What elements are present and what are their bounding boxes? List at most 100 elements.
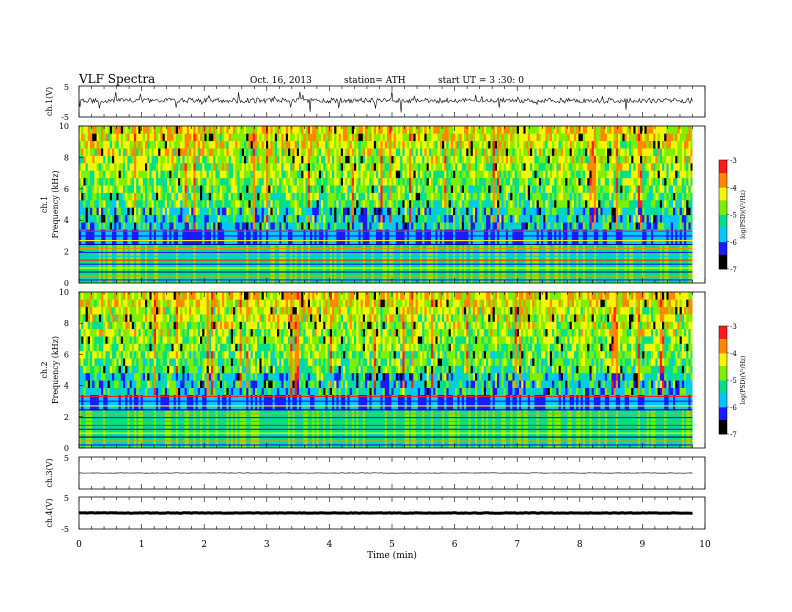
ch1-spec-cell — [224, 163, 227, 171]
ch1-spec-cell — [391, 163, 394, 171]
ch2-spec-cell — [90, 395, 93, 411]
ch1-spec-cell — [494, 177, 498, 186]
ch1-spec-cell — [560, 192, 564, 201]
ch1-spec-cell — [340, 126, 344, 134]
ch1-spec-cell — [569, 185, 573, 193]
ch1-spec-cell — [268, 148, 271, 156]
ch1-spec-cell — [345, 126, 348, 134]
ch1-spec-cell — [123, 155, 126, 164]
ch1-spec-cell — [92, 163, 95, 171]
ch1-spec-cell — [120, 214, 124, 223]
ch1-spec-cell — [428, 192, 432, 201]
ch1-spec-cell — [453, 177, 456, 186]
ch1-spec-cell — [325, 200, 328, 208]
ch1-spec-cell — [409, 140, 412, 149]
ch1-spec-cell — [107, 229, 111, 246]
ch1-spec-cell — [587, 185, 590, 193]
ch1-spec-cell — [428, 133, 432, 142]
ch1-spec-cell — [466, 200, 469, 208]
ch1-spec-cell — [307, 185, 311, 193]
ch1-spec-cell — [257, 133, 260, 142]
ch1-spec-cell — [204, 155, 207, 164]
ch1-spec-cell — [140, 229, 144, 246]
ch1-spec-cell — [369, 170, 372, 179]
ch1-spec-cell — [534, 192, 537, 201]
ch1-spec-cell — [538, 185, 542, 193]
ch1-spec-cell — [534, 185, 537, 193]
ch1-spec-cell — [354, 133, 357, 142]
ch1-spec-cell — [686, 214, 689, 223]
ch1-spec-cell — [446, 148, 449, 156]
ch1-spec-cell — [444, 200, 447, 208]
ch1-spec-cell — [156, 140, 159, 149]
ch1-spec-cell — [156, 133, 159, 142]
ch1-spec-cell — [690, 163, 694, 171]
ch1-spec-cell — [437, 163, 441, 171]
ch1-spec-cell — [552, 140, 555, 149]
ch1-spec-cell — [140, 177, 144, 186]
ch1-spec-cell — [508, 200, 511, 208]
ch1-spec-cell — [461, 222, 465, 230]
ch1-spec-cell — [472, 177, 476, 186]
ch1-spec-colorbar-segment — [719, 259, 727, 263]
ch1-spec-cell — [257, 192, 260, 201]
ch2-spec-cell — [83, 306, 86, 315]
ch1-spec-cell — [475, 148, 478, 156]
ch1-spec-cell — [468, 163, 471, 171]
ch1-spec-colorbar-segment — [719, 167, 727, 170]
ch1-spec-cell — [233, 163, 236, 171]
ch1-spec-cell — [167, 155, 170, 164]
ch1-spec-cell — [457, 148, 460, 156]
ch1-spec-cell — [233, 229, 236, 246]
ch1-spec-cell — [615, 222, 619, 230]
ch1-spec-cell — [512, 192, 515, 201]
ch1-spec-cell — [481, 214, 485, 223]
ch1-spec-cell — [217, 177, 221, 186]
ch1-spec-cell — [516, 163, 520, 171]
ch1-spec-cell — [343, 133, 346, 142]
ch1-spec-cell — [472, 170, 476, 179]
ch1-spec-cell — [609, 148, 612, 156]
ch1-spec-cell — [600, 126, 603, 134]
ch1-spec-cell — [510, 207, 513, 216]
ch1-spec-cell — [382, 207, 386, 216]
ch1-spec-cell — [252, 155, 256, 164]
ch1-spec-cell — [175, 177, 179, 186]
ch1-spec-cell — [277, 222, 280, 230]
ch1-spec-cell — [292, 126, 295, 134]
ch1-spec-cell — [101, 222, 104, 230]
ch1-spec-cell — [409, 207, 412, 216]
ch1-spec-cell — [530, 140, 533, 149]
ch1-spec-cell — [167, 192, 170, 201]
ch1-spec-cell — [523, 207, 526, 216]
ch1-spec-cell — [222, 170, 225, 179]
ch1-spec-cell — [501, 133, 504, 142]
ch1-spec-cell — [347, 229, 350, 246]
ch1-spec-cell — [305, 214, 309, 223]
ch1-spec-cell — [516, 170, 520, 179]
ch1-spec-cell — [653, 126, 656, 134]
ch1-spec-cell — [532, 177, 535, 186]
ch1-spec-cell — [211, 133, 214, 142]
ch1-spec-cell — [340, 185, 344, 193]
ch1-spec-cell — [259, 177, 262, 186]
ch1-spec-cell — [508, 133, 511, 142]
ch1-spec-cell — [483, 222, 487, 230]
ch1-spec-cell — [446, 200, 449, 208]
ch1-spec-cell — [422, 214, 425, 223]
ch1-spec-cell — [129, 192, 133, 201]
ch1-spec-cell — [679, 229, 683, 246]
ch1-spec-cell — [602, 185, 606, 193]
ch1-spec-cell — [349, 126, 353, 134]
ch1-spec-cell — [373, 222, 377, 230]
ch1-spec-cell — [369, 222, 372, 230]
ch1-spec-cell — [127, 170, 130, 179]
ch1-spec-cell — [112, 200, 115, 208]
ch1-spec-cell — [413, 185, 416, 193]
ch1-spec-cell — [178, 222, 181, 230]
ch1-spec-cell — [189, 214, 192, 223]
ch1-spec-cell — [677, 170, 680, 179]
ch2-spec-cell — [90, 328, 93, 337]
ch1-spec-cell — [393, 229, 397, 246]
ch2-spec-cell — [107, 380, 111, 388]
